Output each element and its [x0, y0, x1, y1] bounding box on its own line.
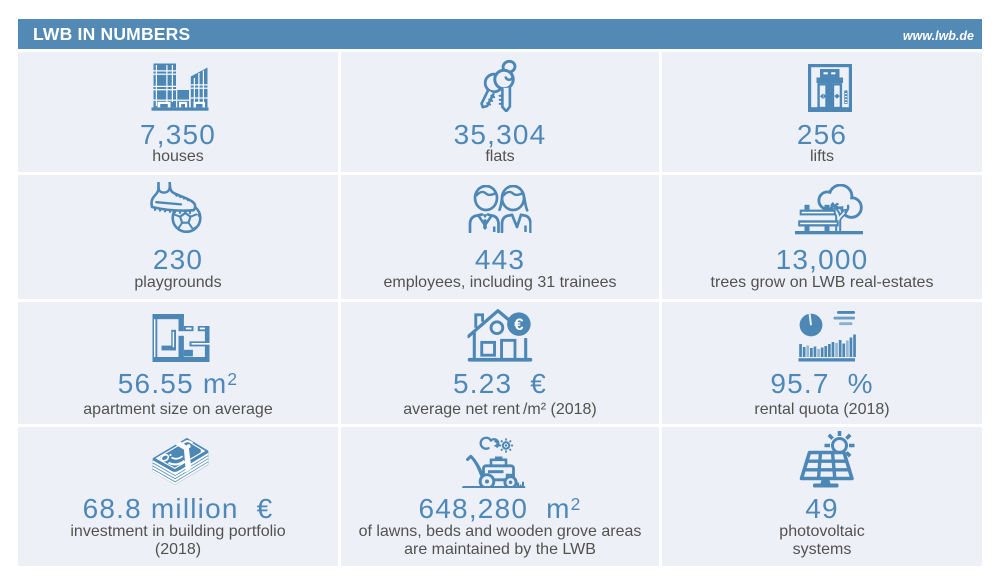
svg-text:€: € [514, 315, 524, 334]
